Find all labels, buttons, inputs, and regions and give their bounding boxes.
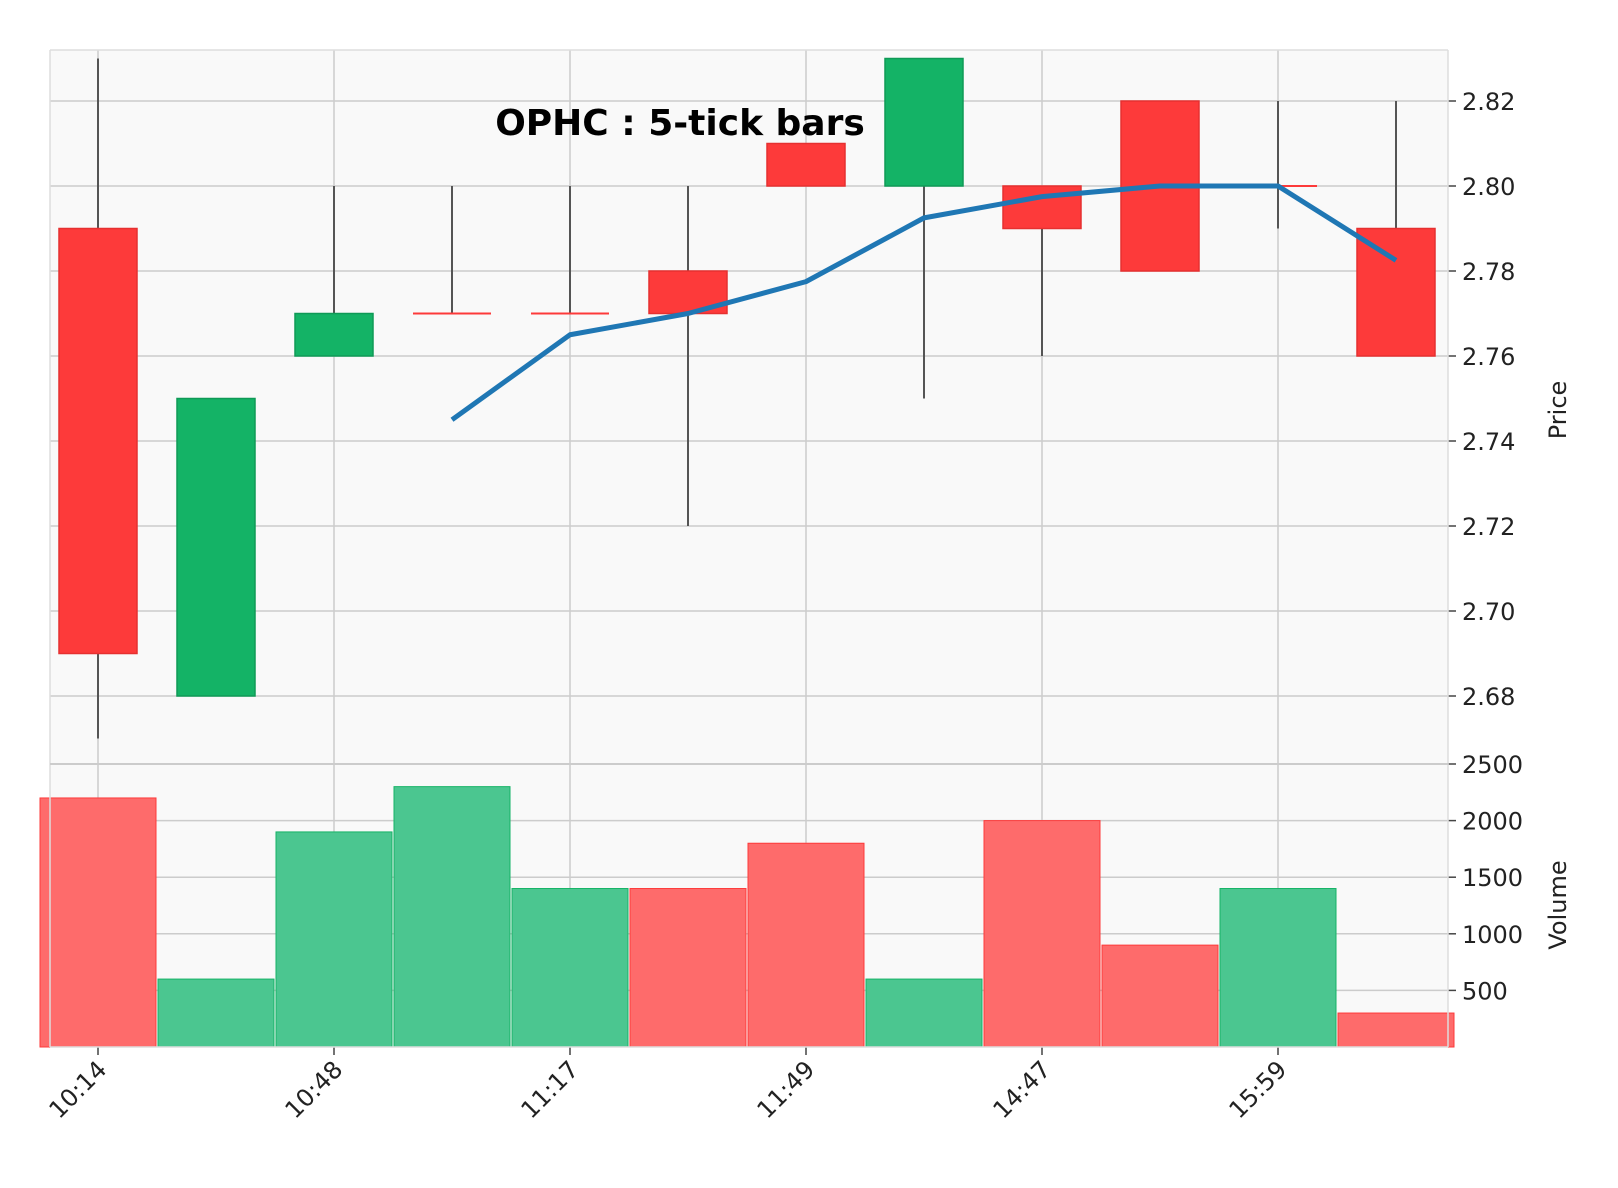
volume-bar	[275, 831, 393, 1048]
volume-bar	[865, 978, 983, 1048]
volume-axis-label: Volume	[1544, 860, 1572, 949]
candle-body	[294, 312, 374, 357]
volume-bar	[747, 842, 865, 1048]
price-tick-label: 2.78	[1462, 258, 1515, 286]
volume-bar	[1219, 888, 1337, 1048]
candle-body	[766, 142, 846, 187]
x-tick-label: 11:49	[752, 1055, 821, 1124]
price-tick-label: 2.80	[1462, 173, 1515, 201]
volume-tick-label: 1500	[1462, 864, 1523, 892]
chart-title: OPHC : 5-tick bars	[495, 103, 865, 144]
volume-bar	[1337, 1012, 1455, 1048]
volume-tick-label: 500	[1462, 977, 1508, 1005]
x-tick-label: 11:17	[516, 1055, 585, 1124]
price-tick-label: 2.68	[1462, 683, 1515, 711]
moving-average-line	[450, 183, 1398, 422]
volume-bars	[39, 786, 1455, 1048]
price-panel-background	[50, 50, 1448, 764]
volume-bar	[1101, 944, 1219, 1048]
candle-body	[884, 57, 964, 187]
price-tick-label: 2.82	[1462, 88, 1515, 116]
price-tick-label: 2.74	[1462, 428, 1515, 456]
volume-bar	[393, 786, 511, 1048]
candles	[58, 57, 1436, 739]
price-tick-label: 2.76	[1462, 343, 1515, 371]
moving-average	[450, 183, 1398, 422]
volume-bar	[629, 888, 747, 1048]
volume-tick-label: 2000	[1462, 808, 1523, 836]
price-axis-label: Price	[1544, 381, 1572, 440]
price-tick-label: 2.70	[1462, 598, 1515, 626]
volume-tick-label: 1000	[1462, 921, 1523, 949]
x-tick-label: 14:47	[988, 1055, 1057, 1124]
volume-bar	[983, 820, 1101, 1048]
volume-bar	[39, 797, 157, 1048]
volume-bar	[511, 888, 629, 1048]
price-tick-label: 2.72	[1462, 513, 1515, 541]
x-tick-label: 10:14	[44, 1055, 113, 1124]
x-tick-label: 10:48	[280, 1055, 349, 1124]
candle-body	[176, 397, 256, 697]
volume-bar	[157, 978, 275, 1048]
volume-tick-label: 2500	[1462, 751, 1523, 779]
x-tick-label: 15:59	[1224, 1055, 1293, 1124]
candle-body	[58, 227, 138, 655]
candle-body	[1356, 227, 1436, 357]
